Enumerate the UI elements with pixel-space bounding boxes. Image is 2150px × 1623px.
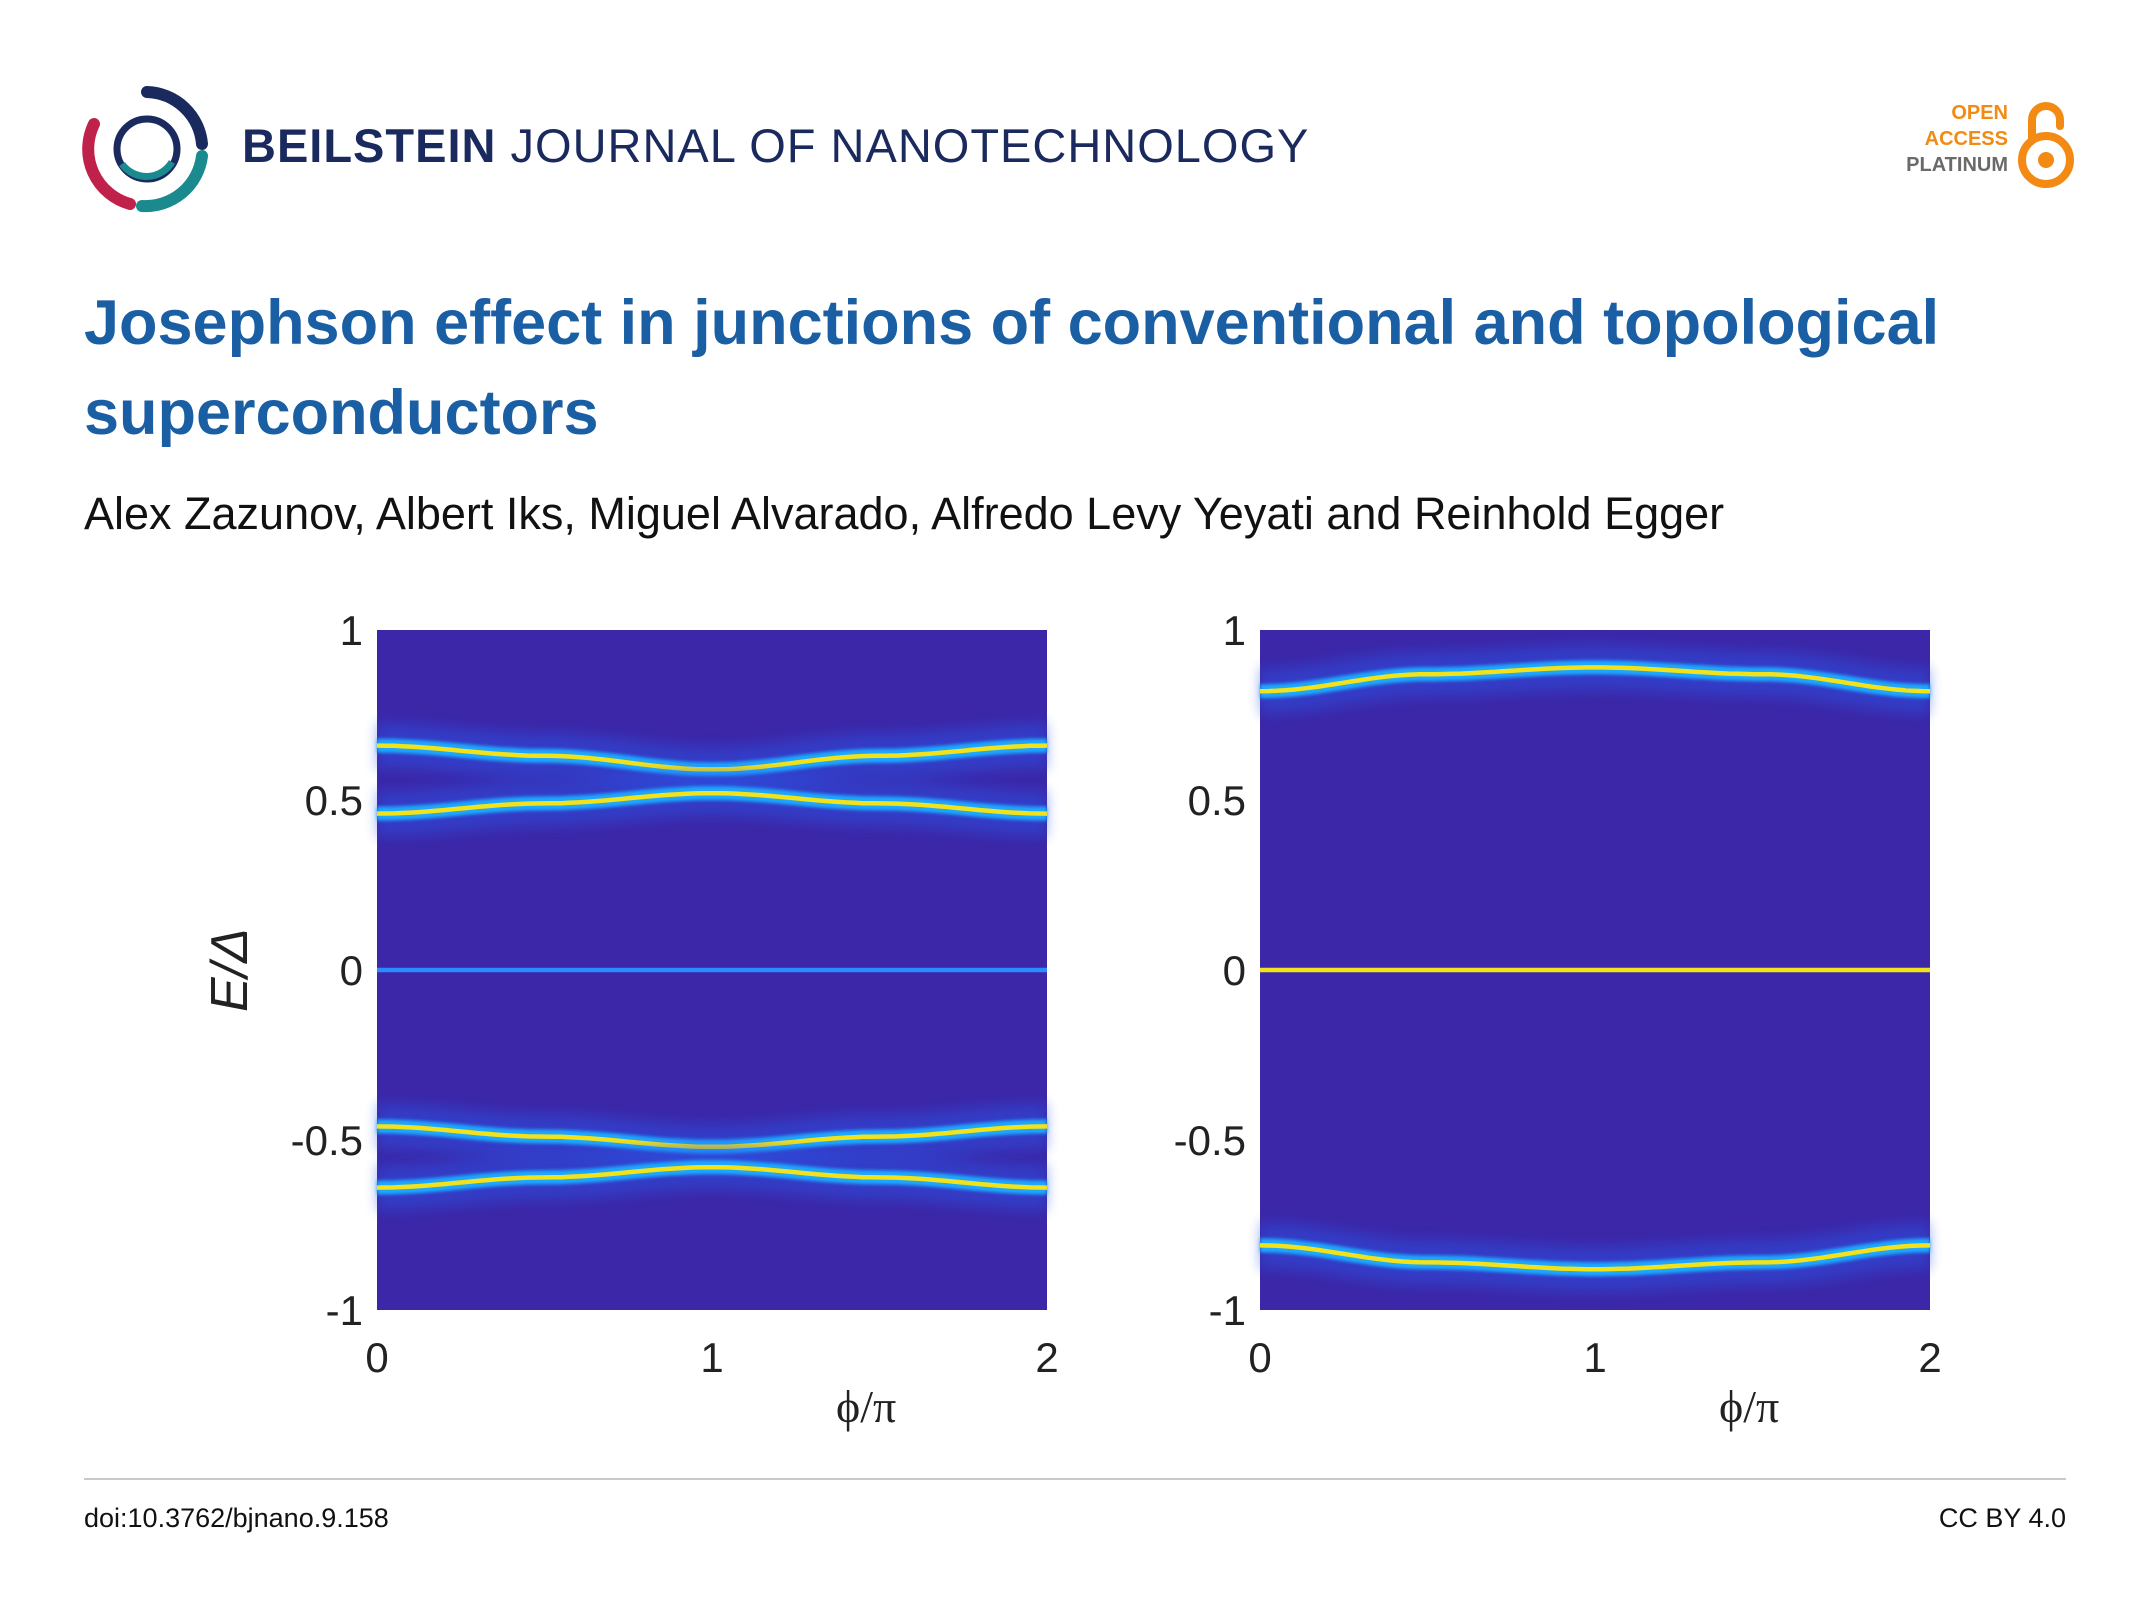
y-tick-label: 0.5 bbox=[305, 777, 363, 824]
x-tick-label: 1 bbox=[1583, 1334, 1606, 1381]
badge-platinum: PLATINUM bbox=[1906, 154, 2008, 176]
y-axis-label: E/Δ bbox=[201, 928, 259, 1012]
open-access-badge: OPEN ACCESS PLATINUM bbox=[1874, 100, 2074, 200]
figure: 0 1 2 1 0.5 0 -0.5 -1 ϕ/π E/Δ 0 1 2 1 0.5 0 -0.5 -1 ϕ/π bbox=[0, 580, 2150, 1460]
y-tick-label: -1 bbox=[1209, 1287, 1246, 1334]
journal-name-rest: JOURNAL OF NANOTECHNOLOGY bbox=[510, 119, 1310, 172]
y-tick-label: 0 bbox=[340, 947, 363, 994]
heatmap-panel-1: 0 1 2 1 0.5 0 -0.5 -1 ϕ/π E/Δ bbox=[201, 607, 1059, 1432]
x-tick-label: 0 bbox=[1248, 1334, 1271, 1381]
journal-name-bold: BEILSTEIN bbox=[242, 119, 497, 172]
doi: doi:10.3762/bjnano.9.158 bbox=[84, 1503, 389, 1533]
y-tick-label: -1 bbox=[326, 1287, 363, 1334]
y-tick-label: -0.5 bbox=[291, 1117, 363, 1164]
x-tick-label: 1 bbox=[700, 1334, 723, 1381]
figure-svg: 0 1 2 1 0.5 0 -0.5 -1 ϕ/π E/Δ 0 1 2 1 0.5 0 -0.5 -1 ϕ/π bbox=[201, 607, 1942, 1432]
article-title: Josephson effect in junctions of convent… bbox=[84, 288, 1940, 448]
x-tick-label: 2 bbox=[1918, 1334, 1941, 1381]
band-line-3 bbox=[1259, 1243, 1931, 1272]
x-tick-label: 0 bbox=[365, 1334, 388, 1381]
y-tick-label: 0.5 bbox=[1188, 777, 1246, 824]
footer-divider bbox=[84, 1478, 2066, 1480]
article-authors: Alex Zazunov, Albert Iks, Miguel Alvarad… bbox=[84, 488, 1725, 539]
y-tick-label: 1 bbox=[340, 607, 363, 654]
x-tick-label: 2 bbox=[1035, 1334, 1058, 1381]
x-axis-label: ϕ/π bbox=[836, 1381, 896, 1432]
band-line-1 bbox=[376, 743, 1048, 772]
open-access-lock-icon bbox=[2018, 102, 2074, 188]
badge-open: OPEN bbox=[1951, 102, 2008, 124]
band-line-2 bbox=[376, 790, 1048, 816]
band-line-1 bbox=[1259, 665, 1931, 694]
badge-access: ACCESS bbox=[1924, 128, 2008, 150]
y-tick-label: -0.5 bbox=[1174, 1117, 1246, 1164]
y-tick-label: 0 bbox=[1223, 947, 1246, 994]
license: CC BY 4.0 bbox=[1938, 1503, 2066, 1533]
journal-name: BEILSTEIN JOURNAL OF NANOTECHNOLOGY bbox=[242, 118, 1309, 173]
journal-logo bbox=[82, 86, 208, 213]
y-tick-label: 1 bbox=[1223, 607, 1246, 654]
heatmap-panel-2: 0 1 2 1 0.5 0 -0.5 -1 ϕ/π bbox=[1174, 607, 1942, 1432]
x-axis-label: ϕ/π bbox=[1719, 1381, 1779, 1432]
band-line-5 bbox=[376, 1164, 1048, 1190]
